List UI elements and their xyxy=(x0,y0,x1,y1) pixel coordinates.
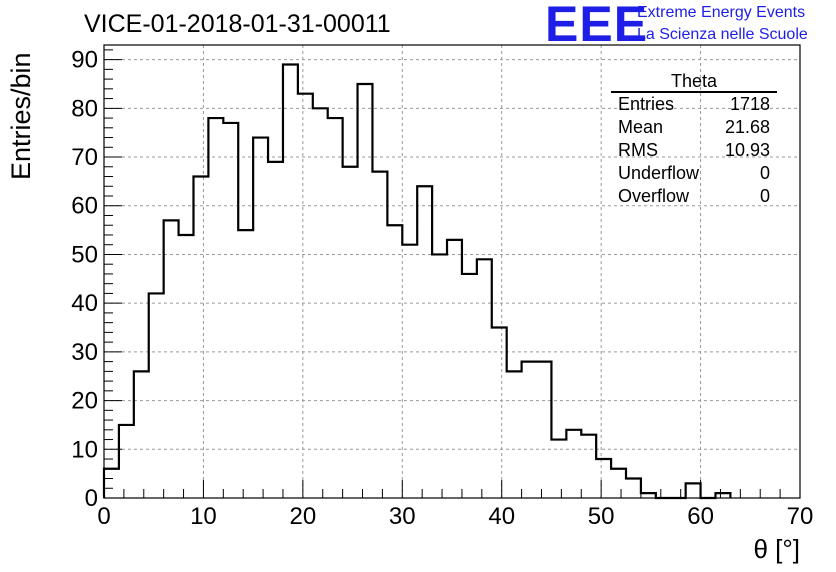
x-tick-label: 0 xyxy=(97,503,110,530)
stats-label: Entries xyxy=(618,94,675,114)
logo-line-2: La Scienza nelle Scuole xyxy=(637,26,808,43)
stats-row: Mean 21.68 xyxy=(611,116,777,139)
x-tick-label: 40 xyxy=(488,503,515,530)
x-tick-label: 50 xyxy=(588,503,615,530)
tick-labels: 0 10 20 30 40 50 60 70 0 10 20 30 40 50 60 70 80 90 xyxy=(71,47,813,530)
plot-frame xyxy=(103,44,801,499)
stats-label: Mean xyxy=(618,117,664,137)
stats-row: RMS 10.93 xyxy=(611,139,777,162)
stats-label: RMS xyxy=(618,140,658,160)
x-tick-label: 10 xyxy=(190,503,217,530)
y-tick-label: 10 xyxy=(71,436,98,463)
y-tick-label: 90 xyxy=(71,47,98,74)
stats-row: Underflow 0 xyxy=(611,162,777,185)
x-tick-label: 60 xyxy=(687,503,714,530)
stats-value: 1718 xyxy=(729,94,770,114)
grid-lines xyxy=(104,45,800,498)
x-tick-label: 70 xyxy=(787,503,814,530)
x-axis-label: θ [°] xyxy=(753,534,800,564)
stats-value: 21.68 xyxy=(724,117,770,137)
y-tick-label: 20 xyxy=(71,388,98,415)
stats-label: Underflow xyxy=(618,163,700,183)
stats-value: 10.93 xyxy=(724,140,770,160)
stats-value: 0 xyxy=(759,186,770,206)
x-tick-label: 20 xyxy=(290,503,317,530)
y-tick-label: 60 xyxy=(71,193,98,220)
chart-title: VICE-01-2018-01-31-00011 xyxy=(84,10,391,38)
stats-row: Entries 1718 xyxy=(611,93,777,116)
y-tick-label: 70 xyxy=(71,144,98,171)
y-tick-label: 80 xyxy=(71,95,98,122)
stats-value: 0 xyxy=(759,163,770,183)
eee-logo: EEE xyxy=(545,0,649,52)
y-tick-label: 50 xyxy=(71,241,98,268)
logo-line-1: Extreme Energy Events xyxy=(637,4,806,21)
y-tick-label: 30 xyxy=(71,339,98,366)
stats-title: Theta xyxy=(611,72,777,93)
histogram-series xyxy=(102,63,732,500)
axis-ticks xyxy=(103,49,801,499)
y-axis-label: Entries/bin xyxy=(6,52,36,180)
y-tick-label: 0 xyxy=(85,485,98,512)
stats-box: Theta Entries 1718 Mean 21.68 RMS 10.93 … xyxy=(611,72,777,208)
x-tick-label: 30 xyxy=(389,503,416,530)
stats-row: Overflow 0 xyxy=(611,185,777,208)
stats-label: Overflow xyxy=(618,186,690,206)
y-tick-label: 40 xyxy=(71,290,98,317)
